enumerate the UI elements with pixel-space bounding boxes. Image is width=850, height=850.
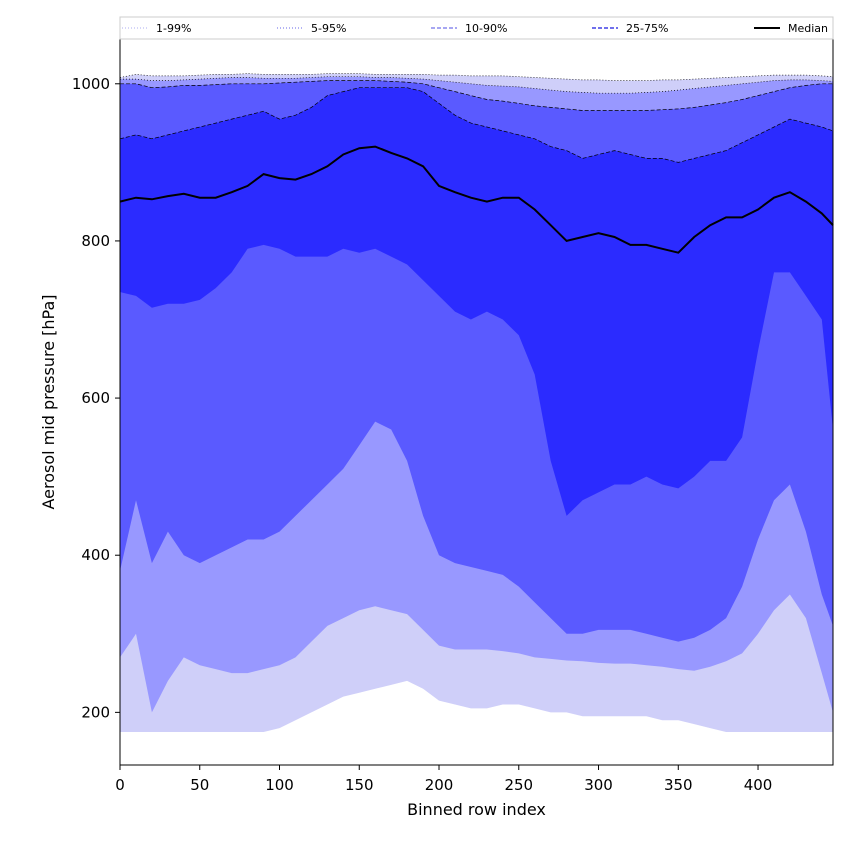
x-tick-label: 100 bbox=[265, 776, 294, 794]
band-edge-10-90pct bbox=[120, 80, 833, 111]
legend-label: 1-99% bbox=[156, 22, 191, 35]
x-tick-label: 200 bbox=[425, 776, 454, 794]
x-tick-label: 250 bbox=[504, 776, 533, 794]
x-tick-label: 350 bbox=[664, 776, 693, 794]
x-axis-label: Binned row index bbox=[407, 800, 546, 819]
y-tick-label: 600 bbox=[81, 389, 110, 407]
y-tick-label: 400 bbox=[81, 546, 110, 564]
band-edge-25-75pct bbox=[119, 87, 834, 163]
legend-label: 10-90% bbox=[465, 22, 507, 35]
y-tick-label: 1000 bbox=[72, 75, 110, 93]
median-line bbox=[119, 145, 834, 254]
median-line-group bbox=[119, 73, 834, 254]
x-tick-label: 400 bbox=[744, 776, 773, 794]
legend-box bbox=[119, 16, 834, 40]
legend-label: 25-75% bbox=[626, 22, 668, 35]
band-edge-1-99pct bbox=[119, 73, 834, 81]
legend: 1-99% 5-95% 10-90% 25-75% Median bbox=[119, 16, 834, 40]
y-tick-label: 200 bbox=[81, 703, 110, 721]
percentile-bands bbox=[120, 73, 833, 733]
legend-label: Median bbox=[788, 22, 828, 35]
x-tick-label: 50 bbox=[190, 776, 209, 794]
y-axis-label: Aerosol mid pressure [hPa] bbox=[39, 294, 58, 509]
x-tick-label: 300 bbox=[584, 776, 613, 794]
x-tick-label: 0 bbox=[115, 776, 125, 794]
band-25-75pct bbox=[120, 87, 833, 516]
legend-label: 5-95% bbox=[311, 22, 346, 35]
x-tick-label: 150 bbox=[345, 776, 374, 794]
y-tick-label: 800 bbox=[81, 232, 110, 250]
